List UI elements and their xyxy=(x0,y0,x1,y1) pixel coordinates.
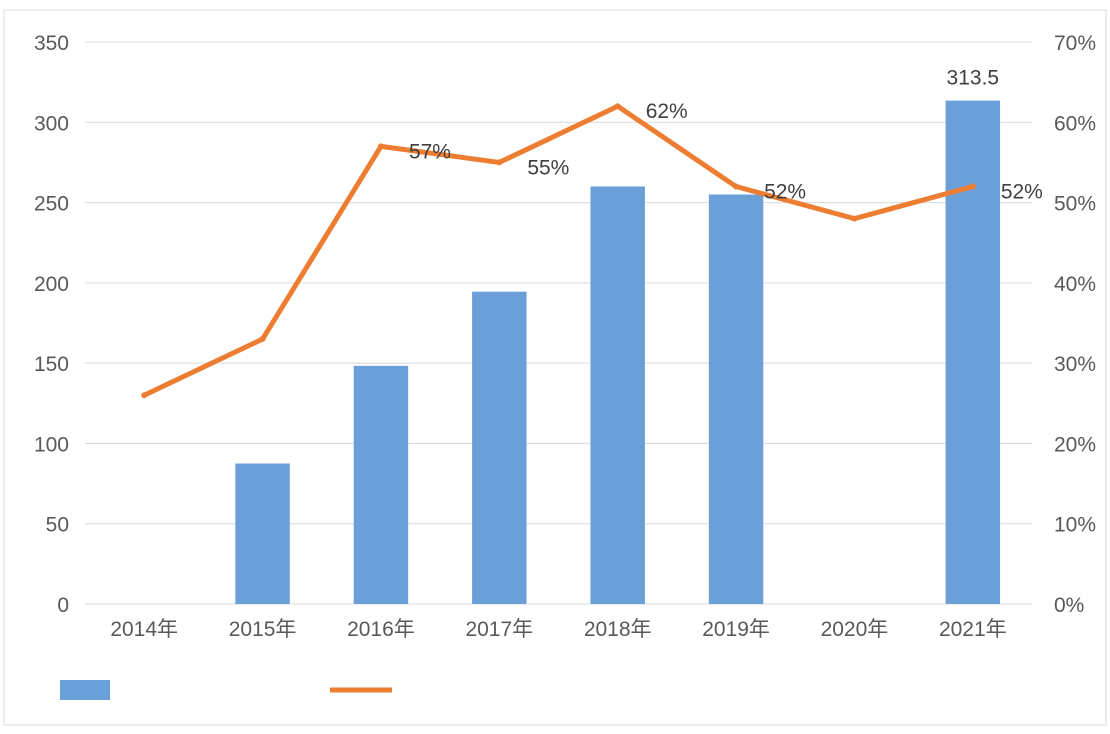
legend-bar-swatch xyxy=(60,680,110,700)
axis-tick-labels: 0 0% 50 10% 100 20% 150 30% 200 40% 250 50% 300 60% 35… xyxy=(34,32,1096,641)
left-axis-tick-label: 200 xyxy=(34,273,69,296)
right-axis-tick-label: 30% xyxy=(1054,353,1096,376)
line-data-label: 55% xyxy=(527,156,569,179)
line-data-label: 62% xyxy=(646,100,688,123)
bar-series xyxy=(235,100,1001,605)
bar xyxy=(945,100,1001,604)
x-axis-tick-label: 2018年 xyxy=(584,618,652,641)
left-axis-tick-label: 100 xyxy=(34,433,69,456)
bar xyxy=(590,186,645,604)
legend xyxy=(60,680,392,700)
x-axis-tick-label: 2016年 xyxy=(347,618,415,641)
left-axis-tick-label: 50 xyxy=(46,514,69,537)
line-data-label: 52% xyxy=(764,181,806,204)
line-point xyxy=(851,215,858,222)
line-series-path xyxy=(141,103,976,398)
right-axis-tick-label: 50% xyxy=(1054,193,1096,216)
left-axis-tick-label: 0 xyxy=(57,594,69,617)
line-data-label: 57% xyxy=(409,140,451,163)
bar xyxy=(708,194,764,605)
line-point xyxy=(259,336,266,343)
chart-border xyxy=(3,9,1107,726)
line-point xyxy=(614,103,621,110)
bar xyxy=(353,365,409,604)
line-point xyxy=(496,159,503,166)
x-axis-tick-label: 2015年 xyxy=(229,618,297,641)
x-axis-tick-label: 2019年 xyxy=(702,618,770,641)
right-axis-tick-label: 20% xyxy=(1054,433,1096,456)
left-axis-tick-label: 250 xyxy=(34,193,69,216)
bar-data-label: 313.5 xyxy=(947,67,1000,90)
left-axis-tick-label: 300 xyxy=(34,112,69,135)
x-axis-tick-label: 2017年 xyxy=(465,618,533,641)
line-point xyxy=(733,183,740,190)
data-labels: 313.5 57% 55% 62% 52% 52% xyxy=(409,67,1043,204)
left-axis-tick-label: 150 xyxy=(34,353,69,376)
line-point xyxy=(377,143,384,150)
x-axis-tick-label: 2021年 xyxy=(939,618,1007,641)
right-axis-tick-label: 60% xyxy=(1054,112,1096,135)
bar xyxy=(235,463,290,604)
right-axis-tick-label: 70% xyxy=(1054,32,1096,55)
left-axis-tick-label: 350 xyxy=(34,32,69,55)
bar xyxy=(472,291,527,604)
right-axis-tick-label: 10% xyxy=(1054,514,1096,537)
line-point xyxy=(141,392,148,399)
x-axis-tick-label: 2014年 xyxy=(110,618,178,641)
line-series xyxy=(141,103,976,399)
right-axis-tick-label: 0% xyxy=(1054,594,1084,617)
right-axis-tick-label: 40% xyxy=(1054,273,1096,296)
line-point xyxy=(969,183,976,190)
line-data-label: 52% xyxy=(1001,181,1043,204)
x-axis-tick-label: 2020年 xyxy=(821,618,889,641)
